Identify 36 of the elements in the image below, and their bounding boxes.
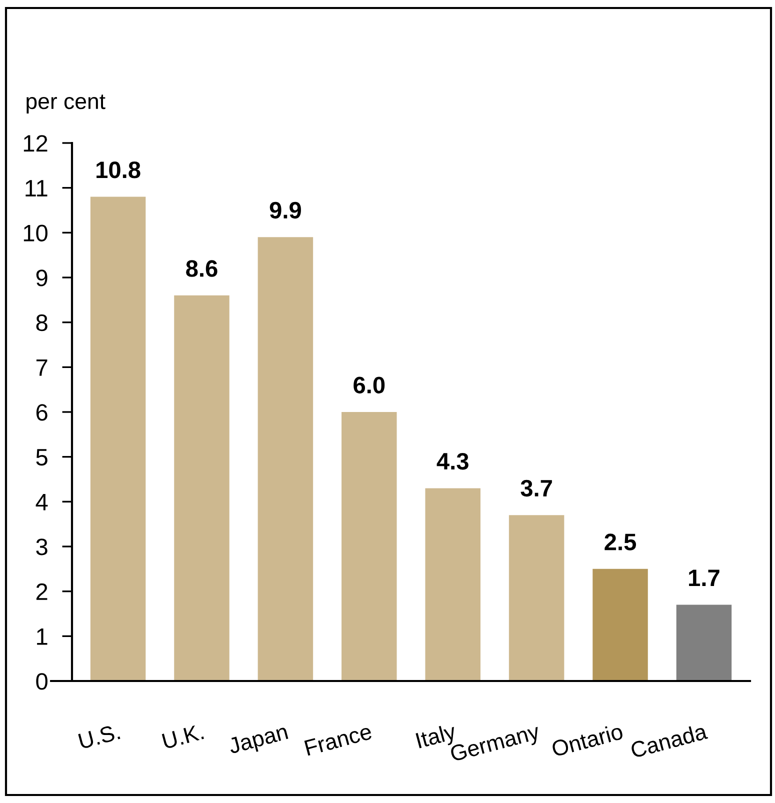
data-label: 8.6 xyxy=(186,260,218,277)
x-tick-label: U.S. xyxy=(78,724,120,750)
x-tick-label: Japan xyxy=(228,724,290,758)
bar xyxy=(592,568,648,681)
y-tick-label: 7 xyxy=(36,359,48,376)
y-tick-label: 3 xyxy=(36,538,48,556)
data-label: 3.7 xyxy=(520,480,552,497)
data-label: 4.3 xyxy=(436,452,468,470)
data-label: 10.8 xyxy=(96,162,140,178)
bar xyxy=(258,237,314,681)
y-axis-title: per cent xyxy=(26,94,106,114)
bar xyxy=(508,515,564,681)
data-label: 1.7 xyxy=(689,570,720,586)
y-tick-label: 5 xyxy=(36,449,48,466)
bar xyxy=(90,196,146,681)
bar xyxy=(174,295,230,681)
data-label: 6.0 xyxy=(354,376,385,394)
y-tick-label: 12 xyxy=(24,135,48,152)
y-tick-label: 1 xyxy=(37,628,48,645)
x-tick-label: France xyxy=(304,724,372,756)
y-tick-label: 10 xyxy=(24,224,48,242)
x-tick-label: Ontario xyxy=(550,722,624,758)
bar xyxy=(342,412,397,681)
bar xyxy=(425,488,480,681)
y-tick-label: 6 xyxy=(36,404,48,421)
y-tick-label: 0 xyxy=(36,673,48,690)
data-label: 2.5 xyxy=(604,534,636,550)
y-tick-label: 4 xyxy=(36,494,48,510)
y-tick-label: 8 xyxy=(36,314,48,332)
data-label: 9.9 xyxy=(270,202,301,219)
y-tick-label: 9 xyxy=(36,270,48,286)
y-tick-label: 11 xyxy=(26,180,48,196)
bar xyxy=(676,604,732,681)
y-tick-label: 2 xyxy=(36,583,48,600)
x-tick-label: U.K. xyxy=(162,724,204,750)
x-tick-label: Canada xyxy=(630,722,708,758)
